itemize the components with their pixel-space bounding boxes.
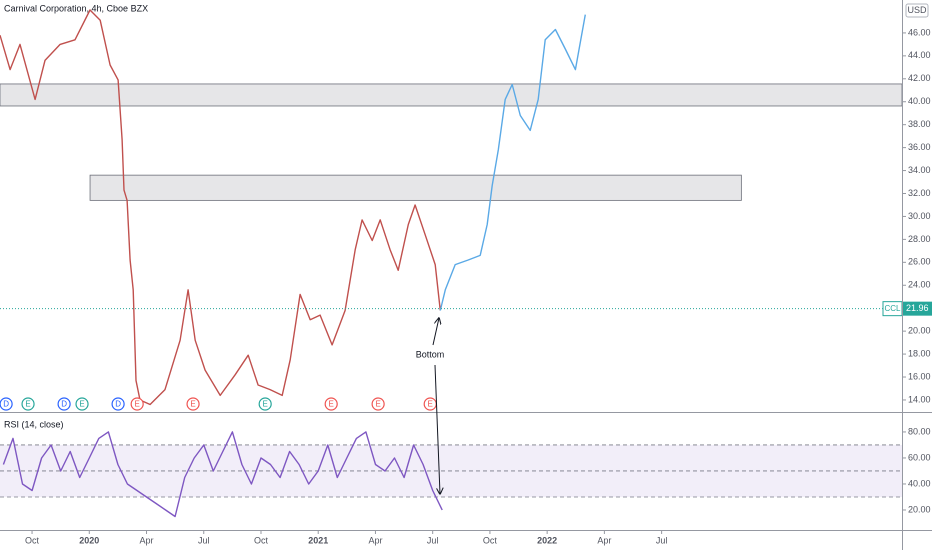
x-tick-label: Apr [597, 535, 611, 545]
event-marker: D [57, 397, 71, 411]
price-line [439, 14, 586, 311]
y-tick-label: 42.00 [908, 73, 931, 83]
y-tick-label: 26.00 [908, 257, 931, 267]
x-tick-label: Apr [140, 535, 154, 545]
event-badge [186, 397, 200, 411]
event-marker: E [130, 397, 144, 411]
event-marker: E [75, 397, 89, 411]
event-badge [258, 397, 272, 411]
y-tick-label: 40.00 [908, 478, 931, 488]
y-tick-label: 80.00 [908, 426, 931, 436]
price-tag-label: 21.96 [906, 303, 929, 313]
y-tick-label: 28.00 [908, 234, 931, 244]
rsi-title: RSI (14, close) [4, 419, 64, 429]
event-label: E [428, 400, 433, 409]
y-tick-label: 14.00 [908, 394, 931, 404]
event-badge [75, 397, 89, 411]
event-badge [371, 397, 385, 411]
x-tick-label: Oct [483, 535, 498, 545]
price-line [2, 431, 443, 518]
event-badge [57, 397, 71, 411]
y-tick-label: 24.00 [908, 280, 931, 290]
event-label: E [190, 400, 195, 409]
event-badge [324, 397, 338, 411]
x-tick-label: 2021 [308, 535, 328, 545]
event-badge [111, 397, 125, 411]
arrow [432, 318, 439, 346]
x-tick-label: Apr [368, 535, 382, 545]
x-tick-label: Jul [198, 535, 210, 545]
event-label: E [263, 400, 268, 409]
event-badge [21, 397, 35, 411]
y-tick-label: 44.00 [908, 50, 931, 60]
event-marker: D [111, 397, 125, 411]
x-tick-label: Jul [427, 535, 439, 545]
y-tick-label: 46.00 [908, 27, 931, 37]
y-tick-label: 30.00 [908, 211, 931, 221]
x-tick-label: Oct [254, 535, 269, 545]
event-label: E [134, 400, 139, 409]
x-tick-label: 2022 [537, 535, 557, 545]
annotation: Bottom [416, 349, 445, 359]
event-label: D [3, 400, 9, 409]
y-tick-label: 16.00 [908, 371, 931, 381]
event-badge [130, 397, 144, 411]
event-marker: D [0, 397, 13, 411]
y-tick-label: 60.00 [908, 452, 931, 462]
y-tick-label: 40.00 [908, 96, 931, 106]
event-marker: E [371, 397, 385, 411]
unit-label: USD [907, 5, 927, 15]
event-label: E [329, 400, 334, 409]
x-tick-label: Jul [656, 535, 668, 545]
event-marker: E [186, 397, 200, 411]
symbol-label: CCL [884, 304, 901, 313]
event-marker: E [258, 397, 272, 411]
event-marker: E [324, 397, 338, 411]
event-label: E [79, 400, 84, 409]
event-badge [0, 397, 13, 411]
axes: 14.0016.0018.0020.0022.0024.0026.0028.00… [25, 3, 932, 545]
x-tick-label: 2020 [79, 535, 99, 545]
y-tick-label: 38.00 [908, 119, 931, 129]
y-tick-label: 20.00 [908, 326, 931, 336]
y-tick-label: 20.00 [908, 504, 931, 514]
price-line [0, 9, 441, 406]
y-tick-label: 34.00 [908, 165, 931, 175]
event-marker: E [423, 397, 437, 411]
y-tick-label: 18.00 [908, 348, 931, 358]
x-tick-label: Oct [25, 535, 40, 545]
event-label: D [61, 400, 67, 409]
price-tag [903, 301, 932, 316]
unit-box [905, 3, 929, 18]
chart-title: Carnival Corporation, 4h, Cboe BZX [4, 3, 148, 13]
event-label: E [375, 400, 380, 409]
y-tick-label: 32.00 [908, 188, 931, 198]
event-label: E [25, 400, 30, 409]
zone [89, 174, 742, 201]
y-tick-label: 36.00 [908, 142, 931, 152]
zone [0, 83, 902, 107]
rsi-pane [0, 431, 902, 518]
event-label: D [115, 400, 121, 409]
arrow [434, 364, 440, 494]
event-marker: E [21, 397, 35, 411]
